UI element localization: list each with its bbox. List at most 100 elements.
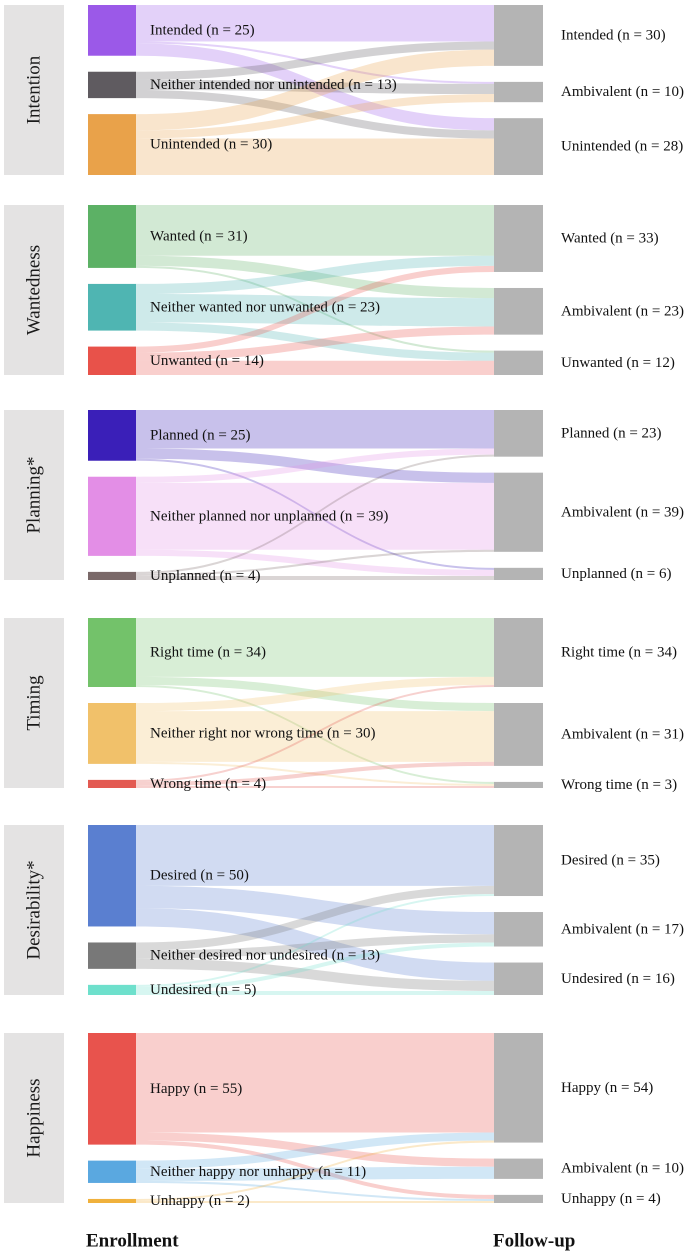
followup-node-ambivalent (494, 287, 543, 335)
flow-undesired-to-ambivalent (136, 942, 494, 991)
followup-label: Planned (n = 23) (561, 425, 662, 441)
panel-title: Planning* (24, 456, 45, 533)
panel-title: Intention (24, 55, 45, 124)
enrollment-label: Right time (n = 34) (150, 645, 266, 661)
flow-wanted-to-ambivalent (136, 255, 494, 299)
enrollment-node-planned (88, 410, 136, 461)
panel-timing: Timing Right time (n = 34) Neither right n… (4, 618, 684, 793)
followup-node-unwanted (494, 350, 543, 375)
flow-wanted-to-unwanted (136, 265, 494, 353)
flow-wrong-time-to-wrong-time (136, 785, 494, 788)
flow-unwanted-to-wanted (136, 265, 494, 353)
flow-desired-to-desired (136, 825, 494, 886)
followup-label: Intended (n = 30) (561, 27, 666, 43)
enrollment-label: Wanted (n = 31) (150, 228, 248, 244)
followup-label: Unhappy (n = 4) (561, 1191, 661, 1207)
followup-label: Unwanted (n = 12) (561, 355, 675, 371)
flows (136, 618, 494, 788)
flow-desired-to-ambivalent (136, 885, 494, 935)
flow-right-time-to-right-time (136, 618, 494, 677)
flow-neither-right-nor-wrong-time-to-wrong-time (136, 761, 494, 786)
flow-unintended-to-intended (136, 49, 494, 131)
flow-right-time-to-wrong-time (136, 684, 494, 784)
panel-desirability: Desirability* Desired (n = 50) Neither des… (4, 825, 684, 998)
flow-neither-happy-nor-unhappy-to-ambivalent (136, 1166, 494, 1181)
enrollment-label: Intended (n = 25) (150, 22, 255, 38)
enrollment-label: Neither planned nor unplanned (n = 39) (150, 508, 388, 524)
flow-neither-desired-nor-undesired-to-undesired (136, 958, 494, 991)
followup-label: Unplanned (n = 6) (561, 566, 672, 582)
enrollment-label: Desired (n = 50) (150, 868, 249, 884)
enrollment-node-neither-intended-nor-unintended (88, 71, 136, 99)
flow-neither-happy-nor-unhappy-to-happy (136, 1132, 494, 1169)
enrollment-node-wrong-time (88, 779, 136, 788)
enrollment-label: Unintended (n = 30) (150, 137, 272, 153)
flow-neither-planned-nor-unplanned-to-ambivalent (136, 482, 494, 550)
enrollment-node-unwanted (88, 346, 136, 375)
flow-neither-desired-nor-undesired-to-ambivalent (136, 934, 494, 959)
enrollment-label: Neither wanted nor unwanted (n = 23) (150, 299, 380, 315)
followup-node-wrong-time (494, 781, 543, 788)
flow-intended-to-intended (136, 5, 494, 42)
panel-title-box (4, 825, 64, 995)
enrollment-label: Neither happy nor unhappy (n = 11) (150, 1164, 366, 1180)
followup-node-ambivalent (494, 703, 543, 766)
followup-label: Ambivalent (n = 17) (561, 921, 684, 937)
flow-intended-to-ambivalent (136, 41, 494, 84)
followup-label: Wrong time (n = 3) (561, 777, 677, 793)
enrollment-label: Unplanned (n = 4) (150, 568, 261, 584)
flow-neither-desired-nor-undesired-to-desired (136, 885, 494, 951)
flow-wanted-to-wanted (136, 205, 494, 256)
panel-title-box (4, 205, 64, 375)
flow-unhappy-to-happy (136, 1140, 494, 1201)
flow-neither-wanted-nor-unwanted-to-wanted (136, 255, 494, 295)
flow-neither-intended-nor-unintended-to-ambivalent (136, 79, 494, 95)
flow-neither-wanted-nor-unwanted-to-ambivalent (136, 294, 494, 327)
enrollment-node-right-time (88, 618, 136, 687)
flow-unplanned-to-ambivalent (136, 549, 494, 576)
enrollment-label: Unhappy (n = 2) (150, 1193, 250, 1209)
flow-neither-planned-nor-unplanned-to-unplanned (136, 549, 494, 576)
flows (136, 5, 494, 175)
enrollment-node-neither-planned-nor-unplanned (88, 476, 136, 556)
enrollment-node-neither-happy-nor-unhappy (88, 1160, 136, 1183)
followup-label: Ambivalent (n = 39) (561, 504, 684, 520)
panel-title: Desirability* (24, 860, 45, 959)
flow-right-time-to-ambivalent (136, 676, 494, 712)
enrollment-node-neither-desired-nor-undesired (88, 942, 136, 969)
followup-node-unhappy (494, 1194, 543, 1203)
enrollment-node-wanted (88, 205, 136, 268)
enrollment-node-undesired (88, 984, 136, 995)
enrollment-node-neither-wanted-nor-unwanted (88, 283, 136, 331)
flow-undesired-to-undesired (136, 990, 494, 995)
followup-node-unplanned (494, 567, 543, 580)
followup-label: Happy (n = 54) (561, 1080, 653, 1096)
panel-title: Wantedness (24, 245, 45, 335)
footer-enrollment: Enrollment (86, 1231, 179, 1252)
enrollment-node-unplanned (88, 571, 136, 580)
enrollment-node-neither-right-nor-wrong-time (88, 703, 136, 764)
flow-happy-to-unhappy (136, 1140, 494, 1199)
followup-node-right-time (494, 618, 543, 687)
panel-title: Timing (24, 675, 45, 731)
enrollment-node-happy (88, 1033, 136, 1145)
enrollment-label: Undesired (n = 5) (150, 982, 256, 998)
flow-neither-planned-nor-unplanned-to-planned (136, 448, 494, 483)
panel-planning: Planning* Planned (n = 25) Neither planned… (4, 410, 684, 584)
flow-neither-wanted-nor-unwanted-to-unwanted (136, 322, 494, 361)
followup-label: Wanted (n = 33) (561, 230, 659, 246)
flow-neither-intended-nor-unintended-to-intended (136, 41, 494, 80)
enrollment-label: Neither desired nor undesired (n = 13) (150, 948, 380, 964)
enrollment-node-desired (88, 825, 136, 927)
followup-node-unintended (494, 118, 543, 175)
followup-node-ambivalent (494, 1158, 543, 1179)
panel-intention: Intention Intended (n = 25) Neither intend… (4, 5, 684, 175)
enrollment-label: Unwanted (n = 14) (150, 353, 264, 369)
flow-unplanned-to-planned (136, 454, 494, 574)
enrollment-label: Neither right nor wrong time (n = 30) (150, 725, 376, 741)
panel-title: Happiness (24, 1078, 45, 1157)
followup-node-undesired (494, 962, 543, 995)
enrollment-label: Planned (n = 25) (150, 427, 251, 443)
followup-label: Right time (n = 34) (561, 645, 677, 661)
